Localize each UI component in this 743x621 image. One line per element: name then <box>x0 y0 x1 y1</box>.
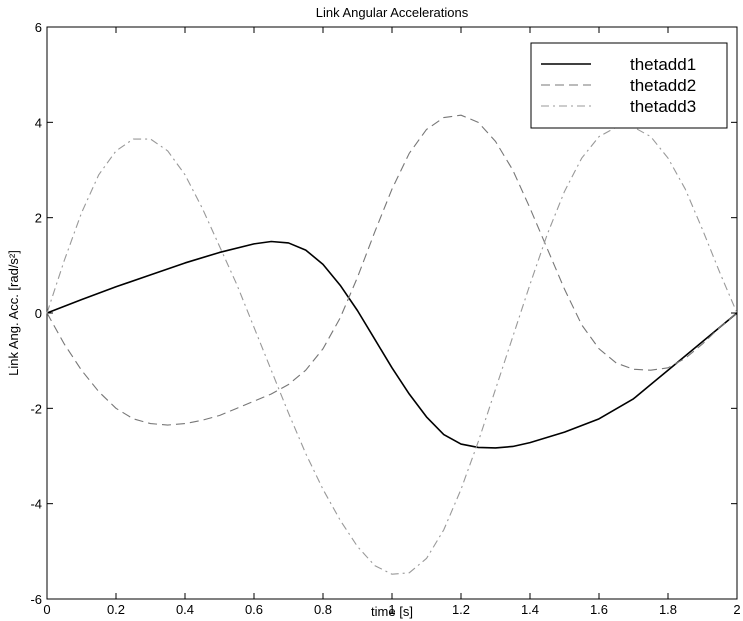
axis-ticks: 0 0.2 0.4 0.6 0.8 1 1.2 1.4 1.6 1.8 2 -6 -4 -2 0 2 4 6 <box>30 20 740 617</box>
y-tick-label: -6 <box>30 592 42 607</box>
series-line-thetadd1 <box>46 240 738 449</box>
x-tick-label: 0.6 <box>245 602 263 617</box>
y-tick-label: 4 <box>35 115 42 130</box>
chart-title: Link Angular Accelerations <box>316 5 469 20</box>
y-tick-label: 2 <box>35 211 42 226</box>
x-tick-label: 0 <box>43 602 50 617</box>
legend: thetadd1 thetadd2 thetadd3 <box>530 42 728 129</box>
x-tick-label: 0.2 <box>107 602 125 617</box>
x-tick-label: 1.2 <box>452 602 470 617</box>
x-tick-label: 1.4 <box>521 602 539 617</box>
legend-entries: thetadd1 thetadd2 thetadd3 <box>541 55 696 116</box>
series-line-thetadd2 <box>46 114 738 426</box>
x-tick-label: 0.8 <box>314 602 332 617</box>
y-tick-label: -2 <box>30 401 42 416</box>
y-tick-label: 0 <box>35 306 42 321</box>
x-tick-label: 0.4 <box>176 602 194 617</box>
x-axis-label: time [s] <box>371 604 413 619</box>
x-tick-label: 2 <box>733 602 740 617</box>
x-tick-label: 1.6 <box>590 602 608 617</box>
y-tick-label: -4 <box>30 497 42 512</box>
y-tick-label: 6 <box>35 20 42 35</box>
x-tick-label: 1 <box>388 602 395 617</box>
legend-label-thetadd3: thetadd3 <box>630 97 696 116</box>
x-tick-label: 1.8 <box>659 602 677 617</box>
legend-label-thetadd2: thetadd2 <box>630 76 696 95</box>
y-axis-label: Link Ang. Acc. [rad/s²] <box>6 250 21 376</box>
legend-label-thetadd1: thetadd1 <box>630 55 696 74</box>
